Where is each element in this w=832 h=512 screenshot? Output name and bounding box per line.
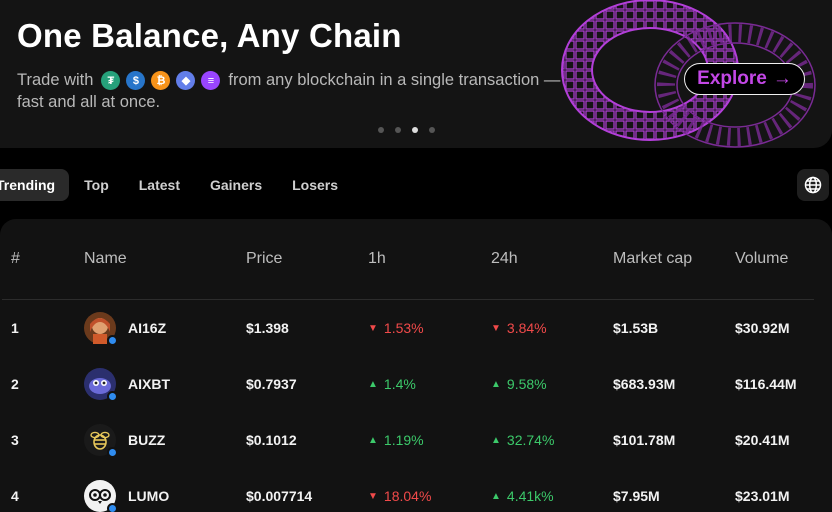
triangle-up-icon: ▲ <box>491 378 501 390</box>
token-name-cell[interactable]: AI16Z <box>84 300 166 356</box>
change-h1-cell: ▼ 1.53% <box>368 300 424 356</box>
token-name: AIXBT <box>128 376 170 392</box>
market-cap-cell: $1.53B <box>613 320 659 336</box>
price-cell: $0.007714 <box>246 488 313 504</box>
globe-button[interactable] <box>797 169 829 201</box>
triangle-down-icon: ▼ <box>368 490 378 502</box>
token-name-cell[interactable]: BUZZ <box>84 412 165 468</box>
rank-cell: 4 <box>11 488 19 504</box>
ethereum-icon: ◆ <box>176 71 196 91</box>
triangle-up-icon: ▲ <box>491 434 501 446</box>
change-h1-value: 1.53% <box>383 320 424 336</box>
tether-icon: ₮ <box>101 71 121 91</box>
rank-cell: 2 <box>11 376 19 392</box>
market-cap-cell: $7.95M <box>613 488 660 504</box>
change-h1-cell: ▲ 1.4% <box>368 356 416 412</box>
explore-label: Explore <box>697 68 767 89</box>
change-h24-cell: ▲ 4.41k% <box>491 468 554 512</box>
change-h1-cell: ▲ 1.19% <box>368 412 424 468</box>
token-name-cell[interactable]: LUMO <box>84 468 169 512</box>
change-h24-cell: ▲ 9.58% <box>491 356 547 412</box>
rank-cell: 1 <box>11 320 19 336</box>
carousel-dot[interactable] <box>395 127 401 133</box>
lumo-owl-icon <box>84 480 118 512</box>
table-row[interactable]: 3 BUZZ $0.1012 ▲ 1.19% ▲ 32.74% $101.78M $20.41M <box>0 412 832 468</box>
header-price[interactable]: Price <box>246 250 283 267</box>
header-market-cap[interactable]: Market cap <box>613 250 693 267</box>
token-name-cell[interactable]: AIXBT <box>84 356 170 412</box>
header-volume[interactable]: Volume <box>735 250 789 267</box>
tab-top[interactable]: Top <box>84 177 109 193</box>
rank-cell: 3 <box>11 432 19 448</box>
header-1h[interactable]: 1h <box>368 250 386 267</box>
banner-subtitle-post: from any blockchain in a single transact… <box>17 71 561 111</box>
table-row[interactable]: 2 AIXBT $0.7937 ▲ 1.4% ▲ 9.58% $683.93M $116.44M <box>0 356 832 412</box>
triangle-down-icon: ▼ <box>491 322 501 334</box>
change-h24-cell: ▲ 32.74% <box>491 412 554 468</box>
market-cap-cell: $683.93M <box>613 376 676 392</box>
filter-tabs: Trending Top Latest Gainers Losers <box>0 169 353 201</box>
volume-cell: $30.92M <box>735 320 790 336</box>
change-h24-value: 32.74% <box>506 432 555 448</box>
volume-cell: $23.01M <box>735 488 790 504</box>
token-name: BUZZ <box>128 432 166 448</box>
carousel-dot[interactable] <box>412 127 418 133</box>
triangle-down-icon: ▼ <box>368 322 378 334</box>
volume-cell: $20.41M <box>735 432 790 448</box>
verified-badge-icon <box>107 335 118 346</box>
verified-badge-icon <box>107 503 118 512</box>
triangle-up-icon: ▲ <box>368 434 378 446</box>
aixbt-avatar-icon <box>84 368 118 402</box>
price-cell: $0.1012 <box>246 432 297 448</box>
table-header: # Name Price 1h 24h Market cap Volume <box>0 219 832 299</box>
verified-badge-icon <box>107 391 118 402</box>
buzz-bee-icon <box>84 424 118 458</box>
token-table: # Name Price 1h 24h Market cap Volume 1 A… <box>0 219 832 512</box>
banner-title: One Balance, Any Chain <box>17 17 402 54</box>
triangle-up-icon: ▲ <box>368 378 378 390</box>
header-divider <box>2 299 814 300</box>
carousel-dot[interactable] <box>429 127 435 133</box>
table-row[interactable]: 1 AI16Z $1.398 ▼ 1.53% ▼ 3.84% $1.53B $30.92M <box>0 300 832 356</box>
change-h24-value: 9.58% <box>506 376 547 392</box>
arrow-right-icon: → <box>772 68 792 89</box>
change-h1-cell: ▼ 18.04% <box>368 468 431 512</box>
change-h1-value: 1.4% <box>383 376 416 392</box>
ai16z-avatar-icon <box>84 312 118 346</box>
token-name: LUMO <box>128 488 170 504</box>
header-rank: # <box>11 250 20 267</box>
verified-badge-icon <box>107 447 118 458</box>
change-h24-value: 4.41k% <box>506 488 554 504</box>
change-h1-value: 18.04% <box>383 488 432 504</box>
tab-gainers[interactable]: Gainers <box>209 177 263 193</box>
header-name[interactable]: Name <box>84 250 127 267</box>
bitcoin-icon: ₿ <box>151 71 171 91</box>
tab-trending[interactable]: Trending <box>0 169 70 201</box>
coin-icons: ₮ $ ₿ ◆ ≡ <box>101 71 221 91</box>
volume-cell: $116.44M <box>735 376 797 392</box>
solana-icon: ≡ <box>201 71 221 91</box>
token-name: AI16Z <box>128 320 167 336</box>
banner-subtitle: Trade with ₮ $ ₿ ◆ ≡ from any blockchain in a … <box>17 69 587 113</box>
market-cap-cell: $101.78M <box>613 432 676 448</box>
tab-losers[interactable]: Losers <box>292 177 339 193</box>
promo-banner: One Balance, Any Chain Trade with ₮ $ ₿ ◆ ≡ fr… <box>0 0 832 148</box>
explore-button[interactable]: Explore → <box>684 63 805 95</box>
price-cell: $1.398 <box>246 320 289 336</box>
carousel-dots <box>378 127 435 133</box>
header-24h[interactable]: 24h <box>491 250 518 267</box>
usdc-icon: $ <box>126 71 146 91</box>
triangle-up-icon: ▲ <box>491 490 501 502</box>
carousel-dot[interactable] <box>378 127 384 133</box>
change-h24-value: 3.84% <box>506 320 547 336</box>
change-h24-cell: ▼ 3.84% <box>491 300 547 356</box>
table-row[interactable]: 4 LUMO $0.007714 ▼ 18.04% ▲ 4.41k% $7.95M $23.01… <box>0 468 832 512</box>
change-h1-value: 1.19% <box>383 432 424 448</box>
tab-latest[interactable]: Latest <box>138 177 180 193</box>
banner-subtitle-pre: Trade with <box>17 71 94 89</box>
price-cell: $0.7937 <box>246 376 297 392</box>
globe-icon <box>804 176 822 194</box>
